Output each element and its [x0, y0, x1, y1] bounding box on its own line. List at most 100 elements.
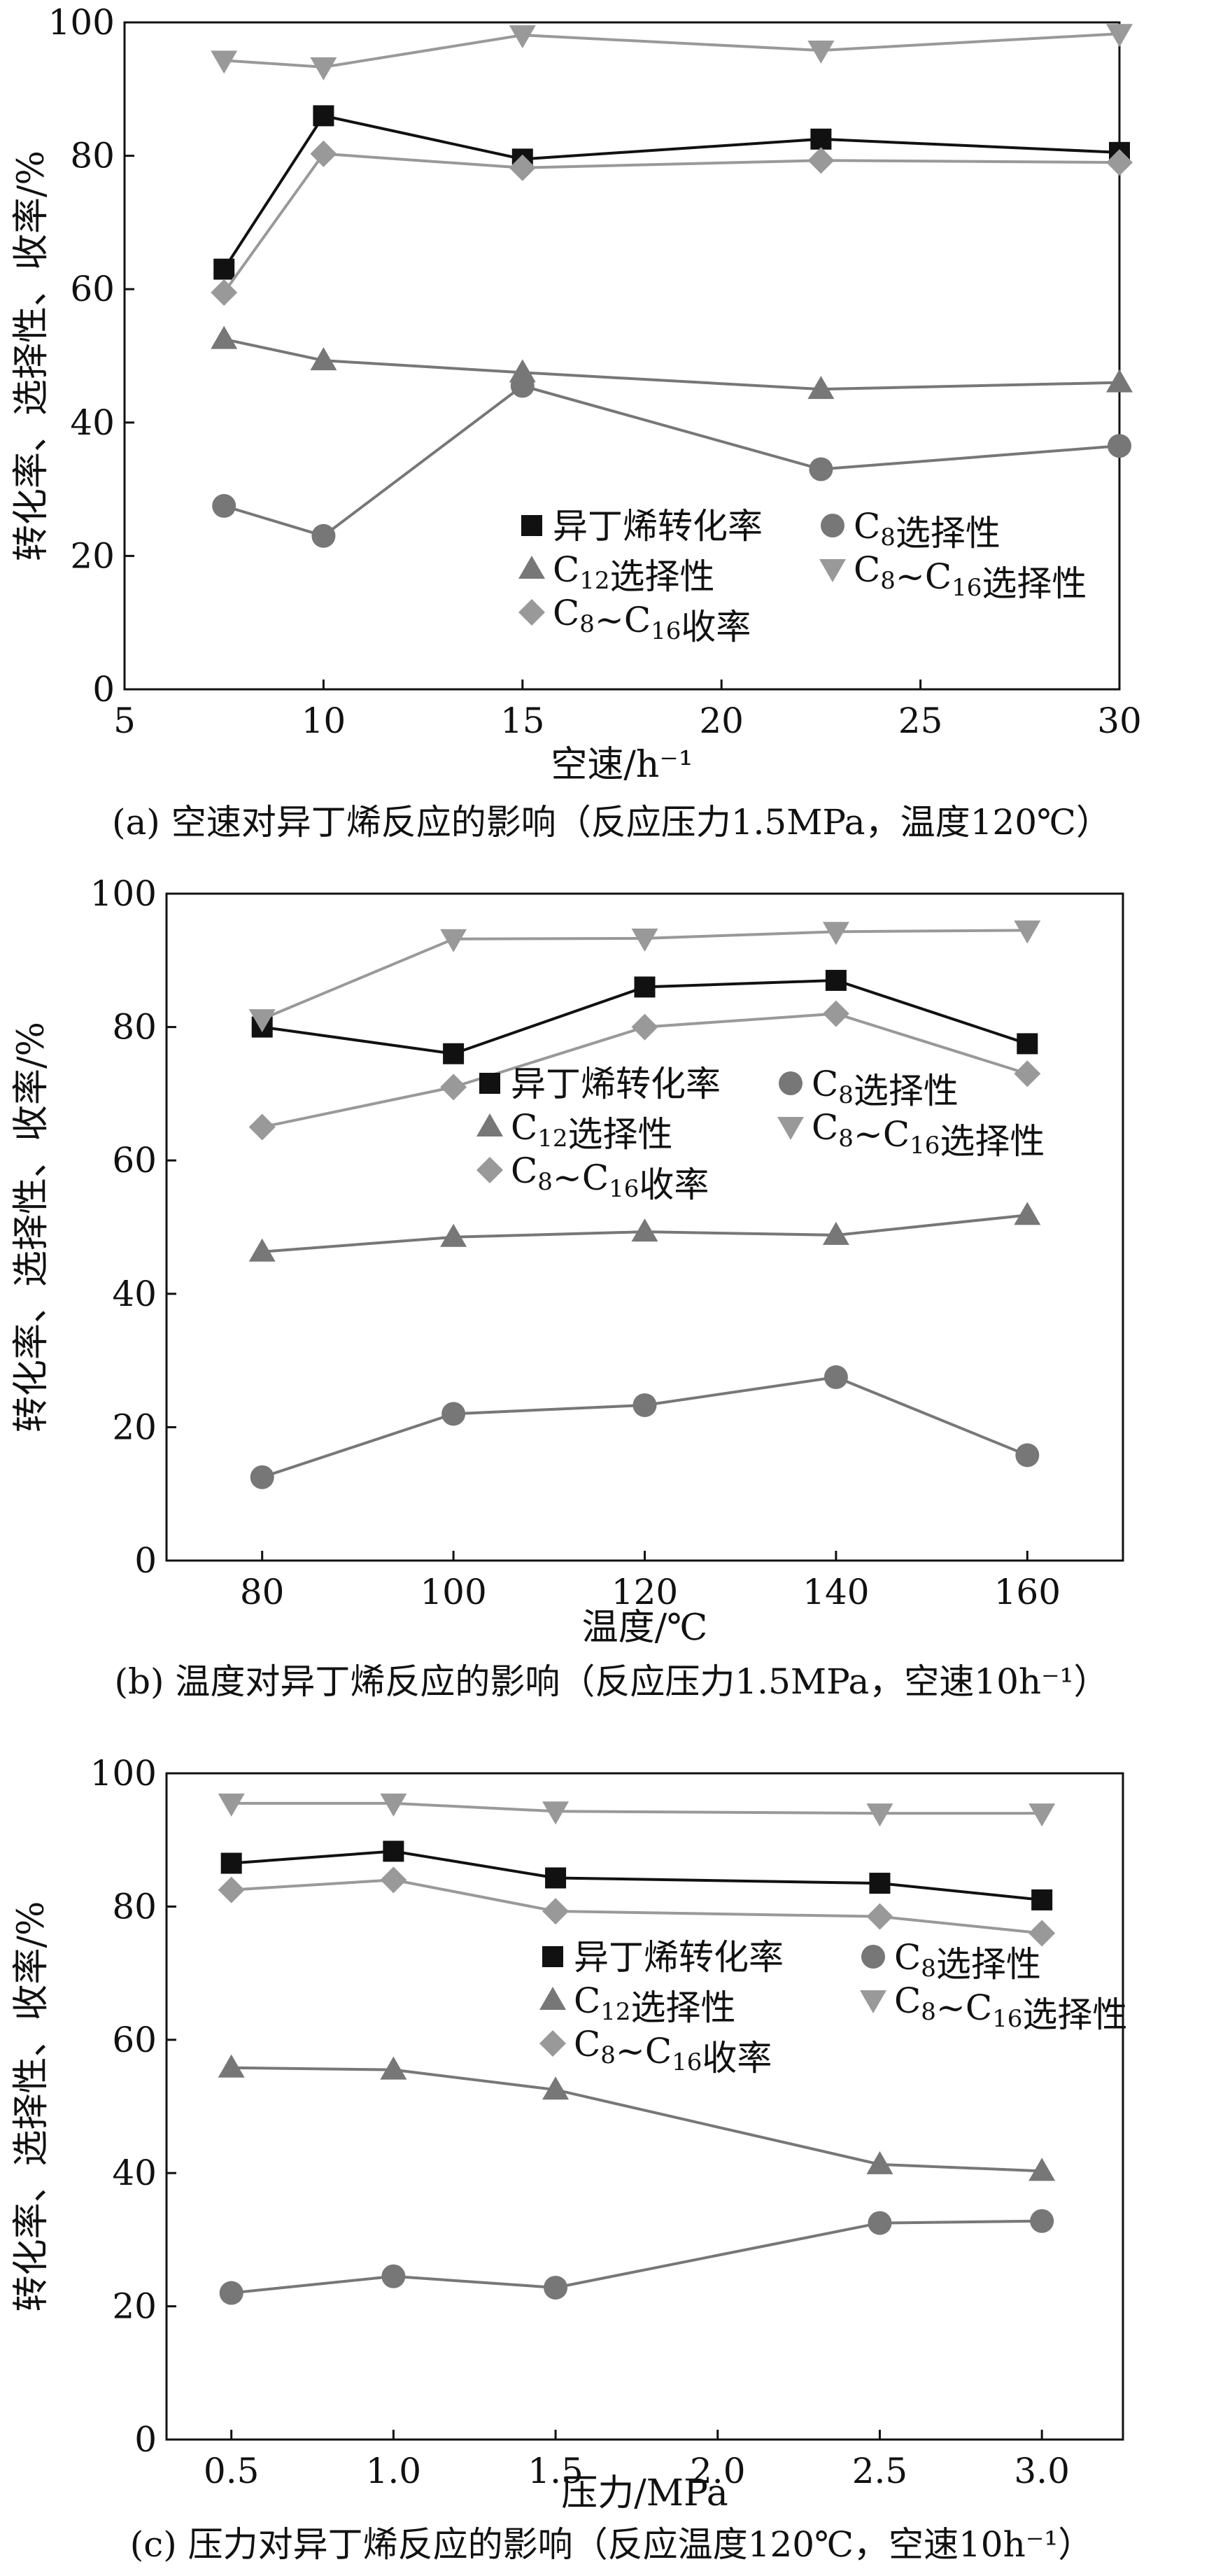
- data-point: [211, 279, 238, 306]
- x-tick-label: 25: [898, 701, 943, 741]
- series-line: [231, 2219, 1042, 2295]
- series-c12: [248, 1202, 1041, 1262]
- x-tick-label: 2.0: [690, 2451, 746, 2491]
- data-point: [822, 1000, 849, 1027]
- series-c12: [218, 2054, 1056, 2181]
- legend-marker: [542, 1946, 563, 1967]
- data-point: [509, 25, 536, 49]
- series-c8: [219, 2209, 1054, 2305]
- data-point: [822, 1221, 849, 1245]
- y-axis-label: 转化率、选择性、收率/%: [10, 150, 52, 561]
- data-point: [868, 2211, 892, 2235]
- legend: 异丁烯转化率 C8选择性 C12选择性 C8~C16选择性 C8~C16收率: [518, 506, 1087, 647]
- data-point: [809, 457, 833, 481]
- data-point: [509, 359, 536, 383]
- y-tick-label: 0: [134, 1540, 157, 1581]
- data-point: [310, 347, 337, 371]
- data-point: [1014, 1202, 1041, 1225]
- data-point: [807, 376, 835, 400]
- y-tick-label: 40: [112, 1274, 157, 1314]
- y-tick-label: 40: [70, 402, 115, 443]
- data-point: [443, 1043, 465, 1064]
- y-tick-label: 60: [70, 269, 115, 309]
- x-tick-label: 160: [994, 1572, 1061, 1612]
- x-tick-label: 100: [420, 1572, 486, 1612]
- chart-panel-b: 0 20 40 60 80 100 80 100 120 140 160 温度/℃ 转化率、选择性、收率…: [0, 850, 1223, 1713]
- y-tick-label: 60: [112, 1140, 157, 1181]
- series-c12: [211, 325, 1133, 400]
- y-tick-label: 80: [112, 1886, 157, 1927]
- data-point: [1031, 1889, 1053, 1910]
- x-tick-label: 80: [240, 1572, 285, 1612]
- x-tick-label: 1.0: [366, 2451, 422, 2491]
- data-point: [866, 2151, 893, 2174]
- legend-marker: [860, 1990, 886, 2013]
- data-point: [1106, 369, 1133, 393]
- plot-frame: [123, 21, 1121, 691]
- legend-marker: [476, 1113, 503, 1136]
- x-tick-label: 5: [113, 701, 136, 741]
- series-c8-c16: [248, 1000, 1041, 1141]
- data-point: [248, 1009, 276, 1033]
- chart-b: 0 20 40 60 80 100 80 100 120 140 160 温度/℃ 转化率、选择性、收率…: [10, 873, 1124, 1649]
- data-point: [1014, 1060, 1041, 1088]
- data-point: [248, 1113, 276, 1141]
- data-point: [310, 57, 337, 80]
- data-point: [542, 1801, 570, 1825]
- data-point: [545, 1867, 567, 1889]
- y-axis-label: 转化率、选择性、收率/%: [10, 1022, 52, 1433]
- data-point: [542, 2076, 570, 2100]
- legend-label: C12选择性: [553, 549, 715, 597]
- legend-marker: [521, 515, 542, 536]
- legend-label: C8~C16选择性: [854, 549, 1087, 604]
- legend-label: 异丁烯转化率: [574, 1937, 784, 1978]
- data-point: [1014, 920, 1041, 944]
- y-tick-label: 0: [92, 669, 115, 710]
- series-line: [231, 2066, 1042, 2173]
- data-point: [866, 1803, 893, 1827]
- x-tick-label: 3.0: [1014, 2451, 1070, 2491]
- y-tick-label: 0: [134, 2419, 157, 2460]
- series-series: [213, 105, 1130, 280]
- series-c8-c16: [211, 24, 1133, 80]
- series-c8: [250, 1365, 1040, 1489]
- data-point: [220, 1852, 242, 1874]
- data-point: [218, 2054, 245, 2078]
- data-point: [1017, 1033, 1038, 1055]
- series-line: [231, 1850, 1042, 1901]
- caption-b: (b) 温度对异丁烯反应的影响（反应压力1.5MPa，空速10h⁻¹）: [114, 1661, 1109, 1702]
- data-point: [631, 1013, 658, 1041]
- legend-marker: [518, 599, 545, 626]
- legend-label: C8选择性: [894, 1937, 1041, 1985]
- data-point: [823, 1365, 848, 1389]
- y-tick-label: 80: [112, 1007, 157, 1048]
- data-point: [248, 1238, 276, 1262]
- x-tick-label: 20: [699, 701, 744, 741]
- series-c8-c16: [248, 920, 1041, 1033]
- legend-label: C8~C16收率: [511, 1150, 709, 1205]
- legend-marker: [479, 1073, 500, 1094]
- data-point: [441, 1402, 466, 1426]
- y-tick-label: 100: [90, 873, 157, 914]
- series-line: [222, 114, 1120, 270]
- legend-marker: [539, 2030, 566, 2057]
- series-line: [231, 1801, 1042, 1815]
- legend-marker: [518, 556, 545, 579]
- data-point: [311, 523, 336, 548]
- legend-label: C8~C16选择性: [812, 1107, 1045, 1162]
- data-point: [810, 128, 832, 150]
- legend-label: 异丁烯转化率: [553, 506, 763, 547]
- data-point: [250, 1465, 274, 1489]
- data-point: [218, 1793, 245, 1817]
- y-tick-label: 100: [90, 1753, 157, 1794]
- legend-label: C8~C16收率: [553, 593, 751, 647]
- legend-label: C8选择性: [812, 1064, 959, 1111]
- series-c8-c16: [211, 140, 1133, 306]
- y-tick-label: 60: [112, 2020, 157, 2060]
- legend-marker: [539, 1987, 566, 2010]
- plot-frame: [165, 1772, 1124, 2441]
- data-point: [380, 1793, 407, 1817]
- data-point: [211, 325, 238, 349]
- y-tick-label: 80: [70, 136, 115, 176]
- legend-marker: [476, 1157, 503, 1183]
